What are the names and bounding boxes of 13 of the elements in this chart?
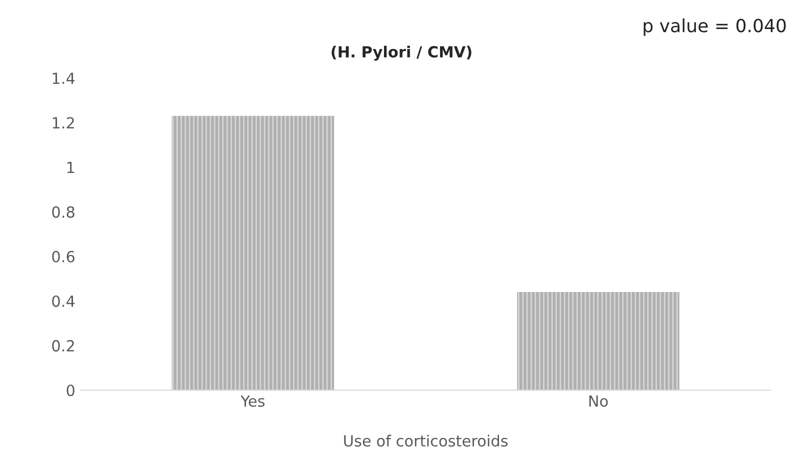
x-tick-label: Yes	[240, 395, 265, 407]
y-tick-label: 1	[67, 162, 74, 174]
y-tick-label: 0.4	[52, 295, 75, 307]
y-tick-label: 1.4	[52, 72, 75, 84]
x-axis-title: Use of corticosteroids	[344, 434, 508, 447]
x-tick-label: No	[589, 395, 608, 407]
y-tick-label: 0	[66, 384, 74, 396]
y-tick-label: 0.2	[52, 340, 74, 352]
y-tick-label: 1.2	[52, 117, 74, 128]
y-tick-label: 0.8	[52, 206, 74, 218]
chart-title: (H. Pylori / CMV)	[332, 46, 472, 61]
text: p value = 0.040	[644, 18, 786, 36]
y-tick-label: 0.6	[52, 250, 74, 262]
